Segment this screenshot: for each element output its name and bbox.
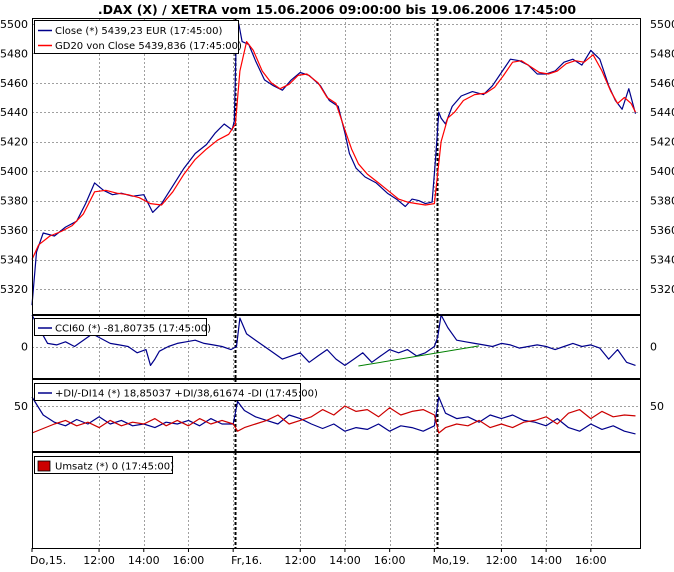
legend: CCI60 (*) -81,80735 (17:45:00) xyxy=(34,318,211,336)
y-tick-label-left: 0 xyxy=(21,341,28,354)
chart-title: .DAX (X) / XETRA vom 15.06.2006 09:00:00… xyxy=(98,2,576,17)
y-tick-label-left: 5400 xyxy=(0,165,28,178)
legend-label: GD20 von Close 5439,836 (17:45:00) xyxy=(55,41,242,52)
y-tick-label-right: 5420 xyxy=(650,136,674,149)
series-line-gd20 xyxy=(31,40,637,260)
y-tick-label-left: 5460 xyxy=(0,77,28,90)
series-line-cci60 xyxy=(31,314,636,366)
x-tick-label: Mo,19. xyxy=(432,554,469,567)
y-tick-label-right: 5480 xyxy=(650,47,674,60)
y-tick-label-left: 5440 xyxy=(0,106,28,119)
legend-box xyxy=(34,383,301,401)
y-tick-label-left: 5340 xyxy=(0,254,28,267)
x-tick-label: 12:00 xyxy=(83,554,115,567)
x-tick-label: 12:00 xyxy=(486,554,518,567)
x-tick-label: 14:00 xyxy=(329,554,361,567)
panel-cci: 0 0 CCI60 (*) -81,80735 (17:45:00) xyxy=(21,314,657,379)
y-tick-label-left: 5420 xyxy=(0,136,28,149)
series-line-close xyxy=(31,23,637,306)
y-tick-label-left: 5480 xyxy=(0,47,28,60)
y-tick-label-right: 5460 xyxy=(650,77,674,90)
y-tick-label-left: 5320 xyxy=(0,283,28,296)
panel-frame xyxy=(32,379,641,452)
x-axis: Do,15. 12:00 14:00 16:00 Fr,16. 12:00 14:00 16:… xyxy=(30,548,607,567)
x-tick-label: Do,15. xyxy=(30,554,66,567)
y-tick-label-left: 5360 xyxy=(0,224,28,237)
y-tick-label-left: 50 xyxy=(14,400,28,413)
y-tick-label-right: 50 xyxy=(650,400,664,413)
x-tick-label: 14:00 xyxy=(530,554,562,567)
series-line-di xyxy=(31,405,636,434)
y-tick-label-right: 5360 xyxy=(650,224,674,237)
y-tick-label-left: 5500 xyxy=(0,18,28,31)
x-tick-label: 12:00 xyxy=(284,554,316,567)
y-tick-label-right: 5380 xyxy=(650,195,674,208)
x-tick-label: 16:00 xyxy=(374,554,406,567)
panel-price: 5320 5340 5360 5380 5400 5420 5440 5460 5480 5500… xyxy=(0,18,674,315)
x-tick-label: Fr,16. xyxy=(231,554,262,567)
y-tick-label-right: 5440 xyxy=(650,106,674,119)
panel-dmi: 50 50 +DI/-DI14 (*) 18,85037 +DI/38,61674 … xyxy=(14,379,664,452)
legend-label: +DI/-DI14 (*) 18,85037 +DI/38,61674 -DI … xyxy=(55,389,318,400)
legend-box xyxy=(34,318,207,336)
legend-box xyxy=(34,20,239,54)
y-tick-label-right: 5320 xyxy=(650,283,674,296)
panel-umsatz: Umsatz (*) 0 (17:45:00) xyxy=(32,452,641,549)
legend-label: Close (*) 5439,23 EUR (17:45:00) xyxy=(55,26,223,37)
y-tick-label-right: 0 xyxy=(650,341,657,354)
legend-swatch xyxy=(37,460,51,472)
legend: Close (*) 5439,23 EUR (17:45:00) GD20 von… xyxy=(34,20,242,54)
legend: +DI/-DI14 (*) 18,85037 +DI/38,61674 -DI … xyxy=(34,383,318,401)
y-tick-label-right: 5340 xyxy=(650,254,674,267)
chart-layer: 5320 5340 5360 5380 5400 5420 5440 5460 5480 5500… xyxy=(0,18,674,567)
y-tick-label-right: 5400 xyxy=(650,165,674,178)
y-tick-label-right: 5500 xyxy=(650,18,674,31)
series-line-trend xyxy=(358,345,480,367)
panel-frame xyxy=(32,452,641,549)
panel-frame xyxy=(32,18,641,315)
x-tick-label: 16:00 xyxy=(575,554,607,567)
legend-label: Umsatz (*) 0 (17:45:00) xyxy=(55,462,174,473)
x-tick-label: 14:00 xyxy=(128,554,160,567)
x-tick-label: 16:00 xyxy=(173,554,205,567)
legend-box xyxy=(34,456,173,474)
legend: Umsatz (*) 0 (17:45:00) xyxy=(34,456,174,474)
legend-label: CCI60 (*) -81,80735 (17:45:00) xyxy=(55,324,211,335)
panel-frame xyxy=(32,315,641,379)
y-tick-label-left: 5380 xyxy=(0,195,28,208)
